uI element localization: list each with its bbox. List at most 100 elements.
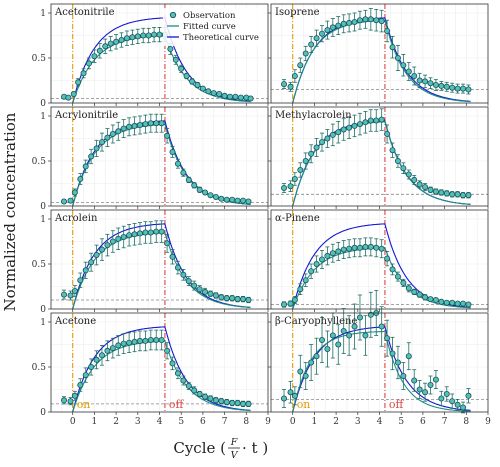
observation-point — [120, 125, 127, 132]
observation-point — [147, 336, 154, 343]
observation-point — [202, 393, 209, 400]
y-tick-label: 0.5 — [32, 54, 47, 64]
panel-title: Methylacrolein — [275, 110, 352, 121]
observation-point — [229, 399, 236, 406]
x-axis-label-suffix: · t ) — [242, 439, 268, 457]
observation-point — [207, 192, 214, 199]
observation-point — [443, 83, 450, 90]
observation-point — [156, 31, 163, 38]
observation-point — [411, 176, 418, 183]
observation-point — [427, 296, 434, 303]
observation-point — [367, 16, 374, 23]
x-tick-label: 6 — [420, 417, 426, 427]
observation-point — [443, 299, 450, 306]
observation-point — [140, 32, 147, 39]
observation-point — [247, 95, 254, 102]
observation-point — [384, 27, 391, 34]
observation-point — [302, 372, 309, 379]
observation-point — [142, 337, 149, 344]
y-tick-label: 0 — [40, 305, 46, 315]
observation-point — [237, 94, 244, 101]
observation-point — [367, 311, 374, 318]
observation-point — [218, 294, 225, 301]
observation-point — [218, 195, 225, 202]
x-tick-label: 4 — [377, 417, 383, 427]
observation-point — [287, 183, 294, 190]
observation-point — [80, 70, 87, 77]
observation-point — [351, 244, 358, 251]
observation-point — [191, 182, 198, 189]
observation-point — [185, 278, 192, 285]
panel-5: 0 0.5 1 Acrolein — [32, 209, 269, 315]
observation-point — [234, 296, 241, 303]
observation-point — [98, 352, 105, 359]
observation-point — [118, 37, 125, 44]
observation-point — [153, 228, 160, 235]
observation-point — [202, 189, 209, 196]
observation-point — [416, 181, 423, 188]
observation-point — [88, 259, 95, 266]
observation-point — [180, 377, 187, 384]
observation-point — [384, 130, 391, 137]
observation-point — [400, 372, 407, 379]
observation-point — [405, 353, 412, 360]
theoretical-curve — [72, 17, 251, 104]
observation-point — [318, 336, 325, 343]
observation-point — [153, 336, 160, 343]
observation-point — [109, 238, 116, 245]
observation-point — [465, 301, 472, 308]
observation-point — [287, 83, 294, 90]
x-tick-label: 9 — [265, 417, 271, 427]
observation-point — [449, 299, 456, 306]
panel-7: 0 1 2 3 4 5 6 7 8 9 0 0.5 1 Acetone on off — [32, 312, 271, 427]
observation-point — [174, 160, 181, 167]
observation-point — [443, 390, 450, 397]
observation-point — [427, 186, 434, 193]
panel-6: α-Pinene — [268, 209, 489, 312]
on-label: on — [297, 398, 311, 411]
observation-point — [400, 279, 407, 286]
observation-point — [174, 370, 181, 377]
observation-point — [329, 24, 336, 31]
observation-point — [134, 33, 141, 40]
x-tick-label: 7 — [442, 417, 448, 427]
observation-point — [245, 198, 252, 205]
observation-point — [287, 300, 294, 307]
observation-point — [178, 65, 185, 72]
observation-point — [438, 298, 445, 305]
observation-point — [389, 266, 396, 273]
panels: 0 0.5 1 Acetonitrile Isoprene 0 0.5 1 Acrylonitr… — [32, 3, 491, 427]
observation-point — [136, 122, 143, 129]
observation-point — [281, 184, 288, 191]
observation-point — [297, 286, 304, 293]
observation-point — [147, 120, 154, 127]
observation-point — [362, 243, 369, 250]
observation-point — [151, 31, 158, 38]
observation-point — [232, 93, 239, 100]
observation-point — [191, 282, 198, 289]
observation-point — [61, 397, 68, 404]
x-tick-label: 9 — [485, 417, 491, 427]
observation-point — [93, 356, 100, 363]
observation-point — [281, 301, 288, 308]
observation-point — [109, 130, 116, 137]
observation-point — [98, 246, 105, 253]
observation-point — [438, 82, 445, 89]
observation-point — [107, 40, 114, 47]
observation-point — [227, 93, 234, 100]
observation-point — [351, 18, 358, 25]
observation-point — [109, 345, 116, 352]
observation-point — [443, 190, 450, 197]
observation-point — [378, 245, 385, 252]
observation-point — [142, 121, 149, 128]
observation-point — [449, 84, 456, 91]
observation-point — [287, 389, 294, 396]
x-tick-label: 5 — [398, 417, 404, 427]
observation-point — [158, 336, 165, 343]
observation-point — [400, 62, 407, 69]
x-axis-label-denominator: V — [231, 450, 239, 461]
observation-point — [465, 392, 472, 399]
observation-point — [245, 400, 252, 407]
observation-point — [308, 41, 315, 48]
observation-point — [346, 245, 353, 252]
